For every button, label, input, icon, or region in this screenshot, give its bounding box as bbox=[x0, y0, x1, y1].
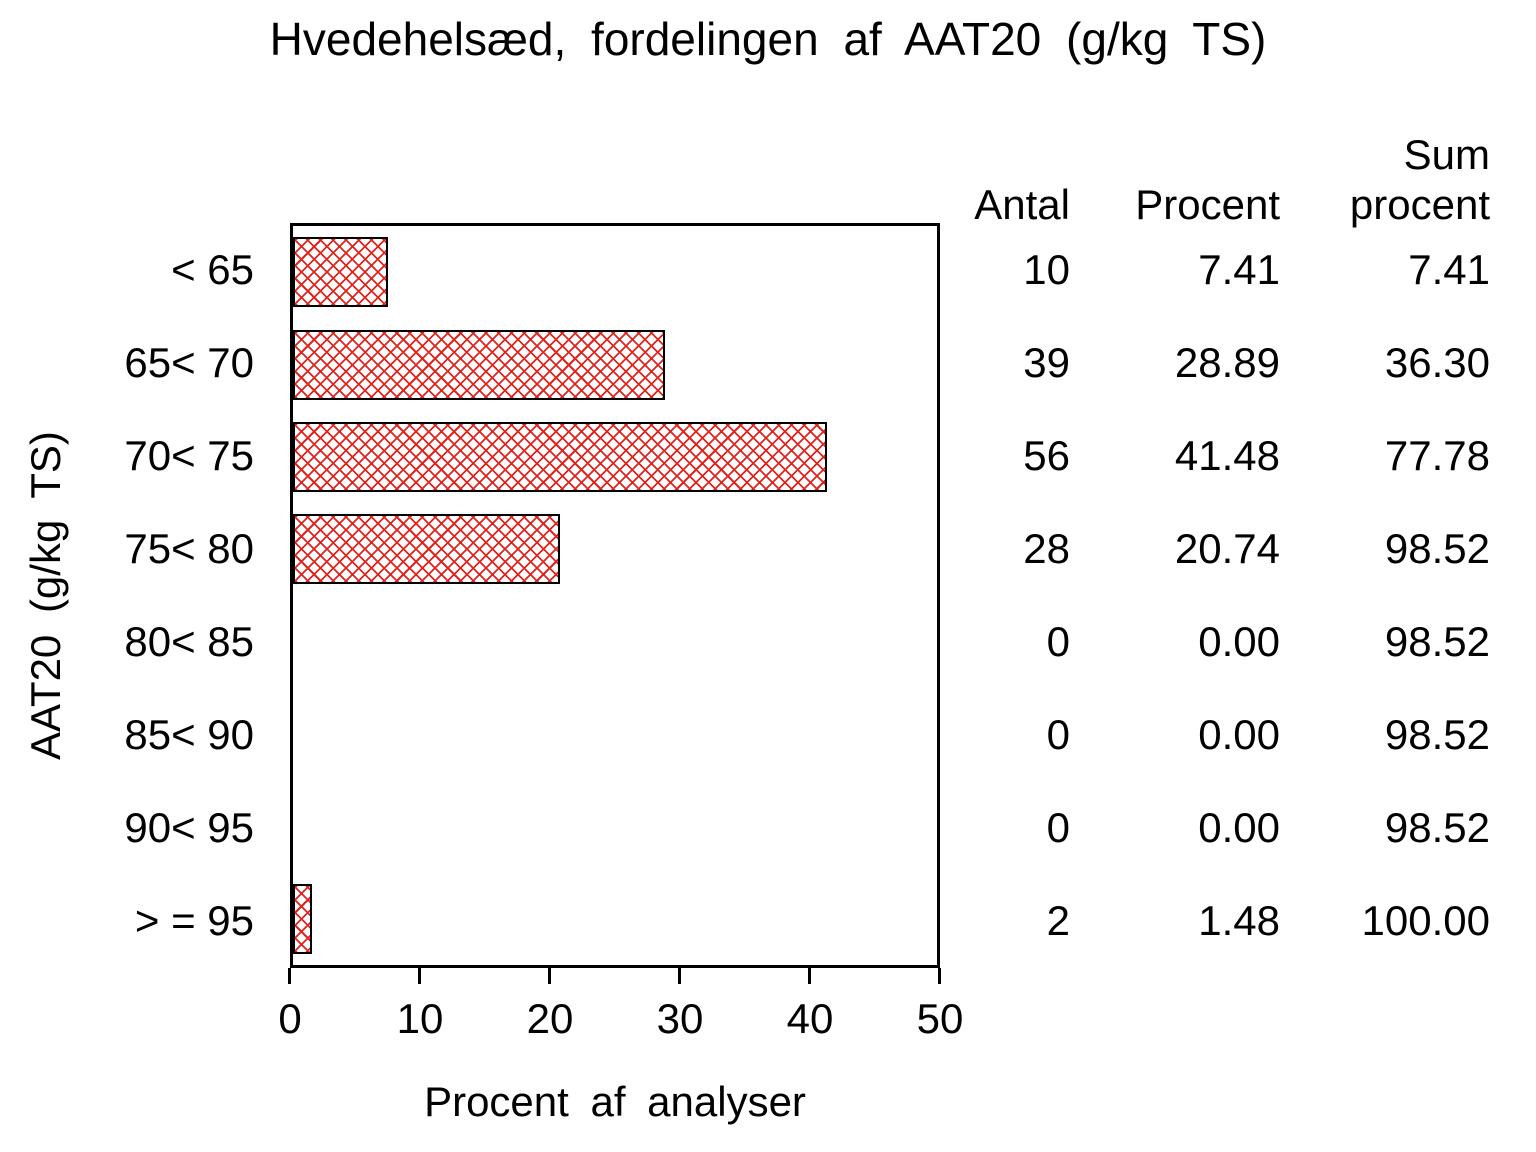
bar bbox=[293, 329, 666, 400]
x-axis-tick bbox=[808, 968, 811, 984]
table-row: 2 1.48 100.00 bbox=[950, 875, 1490, 968]
x-axis-tick bbox=[938, 968, 941, 984]
bar-row bbox=[293, 688, 937, 780]
category-label: 85< 90 bbox=[124, 711, 254, 759]
category-label: 65< 70 bbox=[124, 338, 254, 386]
bar-row bbox=[293, 780, 937, 872]
x-tick-label: 20 bbox=[526, 995, 574, 1042]
cell-procent: 7.41 bbox=[1198, 245, 1280, 293]
category-labels: < 65 65< 70 70< 75 75< 80 80< 85 85< 90 … bbox=[0, 223, 272, 968]
cell-antal: 39 bbox=[1023, 338, 1070, 386]
table-row: 39 28.89 36.30 bbox=[950, 316, 1490, 409]
cell-procent: 41.48 bbox=[1174, 431, 1280, 479]
bar-row bbox=[293, 596, 937, 688]
cell-antal: 0 bbox=[1046, 711, 1070, 759]
bar bbox=[293, 883, 313, 954]
x-axis-tick bbox=[548, 968, 551, 984]
cell-sum: 36.30 bbox=[1384, 338, 1490, 386]
cell-antal: 0 bbox=[1046, 804, 1070, 852]
bar-row bbox=[293, 411, 937, 503]
x-axis-title: Procent af analyser bbox=[424, 1078, 806, 1125]
cell-procent: 0.00 bbox=[1198, 711, 1280, 759]
cell-procent: 1.48 bbox=[1198, 897, 1280, 945]
frequency-table: 10 7.41 7.41 39 28.89 36.30 56 41.48 77.… bbox=[950, 223, 1490, 968]
bar-row bbox=[293, 873, 937, 965]
x-tick-label: 50 bbox=[916, 995, 964, 1042]
table-row: 0 0.00 98.52 bbox=[950, 782, 1490, 875]
col-header-sum-procent: procent bbox=[1349, 181, 1490, 228]
category-label: 75< 80 bbox=[124, 524, 254, 572]
table-header-sum-top: Sum bbox=[1403, 131, 1490, 178]
cell-sum: 98.52 bbox=[1384, 804, 1490, 852]
table-row: 0 0.00 98.52 bbox=[950, 596, 1490, 689]
cell-antal: 0 bbox=[1046, 618, 1070, 666]
cell-antal: 28 bbox=[1023, 524, 1070, 572]
table-header-columns: Antal Procent procent bbox=[950, 180, 1490, 230]
bar-row bbox=[293, 503, 937, 595]
x-axis-tick bbox=[678, 968, 681, 984]
category-label: 90< 95 bbox=[124, 804, 254, 852]
x-tick-label: 40 bbox=[786, 995, 834, 1042]
x-tick-label: 10 bbox=[396, 995, 444, 1042]
cell-procent: 0.00 bbox=[1198, 618, 1280, 666]
plot-area bbox=[290, 223, 940, 968]
cell-sum: 98.52 bbox=[1384, 711, 1490, 759]
category-label: < 65 bbox=[171, 245, 254, 293]
category-label: 80< 85 bbox=[124, 618, 254, 666]
x-axis-tick bbox=[418, 968, 421, 984]
bar bbox=[293, 514, 561, 585]
table-row: 56 41.48 77.78 bbox=[950, 409, 1490, 502]
cell-antal: 10 bbox=[1023, 245, 1070, 293]
table-row: 28 20.74 98.52 bbox=[950, 502, 1490, 595]
chart-title: Hvedehelsæd, fordelingen af AAT20 (g/kg … bbox=[269, 13, 1267, 65]
table-row: 10 7.41 7.41 bbox=[950, 223, 1490, 316]
bar-row bbox=[293, 318, 937, 410]
table-header: Sum Antal Procent procent bbox=[950, 130, 1490, 230]
bar bbox=[293, 421, 828, 492]
x-axis-tick bbox=[288, 968, 291, 984]
cell-sum: 100.00 bbox=[1361, 897, 1490, 945]
cell-procent: 28.89 bbox=[1174, 338, 1280, 386]
cell-procent: 20.74 bbox=[1174, 524, 1280, 572]
cell-sum: 77.78 bbox=[1384, 431, 1490, 479]
col-header-antal: Antal bbox=[974, 181, 1070, 228]
bar-row bbox=[293, 226, 937, 318]
col-header-procent: Procent bbox=[1135, 181, 1280, 228]
cell-antal: 2 bbox=[1046, 897, 1070, 945]
cell-sum: 98.52 bbox=[1384, 618, 1490, 666]
bar bbox=[293, 237, 389, 308]
x-tick-label: 0 bbox=[278, 995, 302, 1042]
category-label: 70< 75 bbox=[124, 431, 254, 479]
x-tick-label: 30 bbox=[656, 995, 704, 1042]
cell-antal: 56 bbox=[1023, 431, 1070, 479]
table-row: 0 0.00 98.52 bbox=[950, 689, 1490, 782]
cell-procent: 0.00 bbox=[1198, 804, 1280, 852]
cell-sum: 7.41 bbox=[1408, 245, 1490, 293]
cell-sum: 98.52 bbox=[1384, 524, 1490, 572]
category-label: > = 95 bbox=[134, 897, 254, 945]
